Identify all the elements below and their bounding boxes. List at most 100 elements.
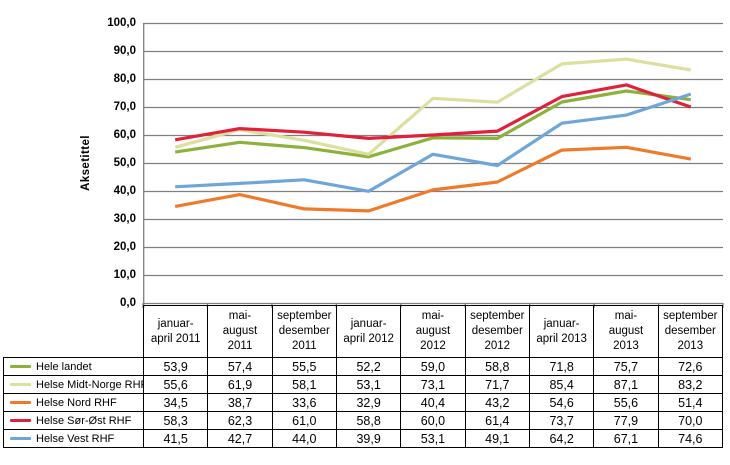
value-cell: 67,1 bbox=[593, 429, 659, 448]
legend-entry: Hele landet bbox=[5, 360, 143, 373]
table-row-hele-landet: Hele landet 53,9 57,4 55,5 52,2 59,0 58,8 71,8 7… bbox=[3, 357, 724, 376]
series-line-hele-landet bbox=[174, 89, 692, 159]
legend-line-marker bbox=[10, 401, 31, 404]
y-axis-tick-label: 100,0 bbox=[107, 17, 136, 29]
value-cell: 34,5 bbox=[142, 393, 209, 412]
value-cell: 44,0 bbox=[271, 429, 337, 448]
value-cell: 87,1 bbox=[593, 375, 659, 394]
value-cell: 83,2 bbox=[657, 375, 724, 394]
legend-entry: Helse Sør-Øst RHF bbox=[5, 414, 143, 427]
column-header-period: september desember 2013 bbox=[657, 305, 724, 358]
column-header-period: januar- april 2012 bbox=[335, 305, 402, 358]
value-cell: 59,0 bbox=[400, 357, 466, 376]
legend-cell: Helse Vest RHF bbox=[3, 429, 144, 448]
y-axis-tick-labels: 100,0 90,0 80,0 70,0 60,0 50,0 40,0 30,0 20,0 10,… bbox=[0, 0, 136, 320]
series-line-helse-vest-rhf bbox=[175, 92, 692, 193]
value-cell: 62,3 bbox=[207, 411, 273, 430]
series-name: Helse Midt-Norge RHF bbox=[36, 378, 144, 391]
value-cell: 55,6 bbox=[593, 393, 659, 412]
line-chart-plot-area bbox=[142, 22, 724, 308]
legend-line-marker bbox=[10, 365, 31, 368]
legend-entry: Helse Vest RHF bbox=[5, 432, 143, 445]
column-header-period: mai- august 2011 bbox=[207, 305, 273, 358]
y-axis-tick-label: 80,0 bbox=[113, 73, 136, 85]
value-cell: 38,7 bbox=[207, 393, 273, 412]
table-row-helse-nord-rhf: Helse Nord RHF 34,5 38,7 33,6 32,9 40,4 43,2 54… bbox=[3, 393, 724, 412]
series-name: Helse Vest RHF bbox=[36, 432, 115, 445]
legend-entry: Helse Midt-Norge RHF bbox=[5, 378, 144, 391]
value-cell: 61,4 bbox=[464, 411, 530, 430]
value-cell: 58,8 bbox=[335, 411, 402, 430]
value-cell: 53,1 bbox=[400, 429, 466, 448]
y-axis-tick-label: 30,0 bbox=[113, 213, 136, 225]
legend-cell: Helse Midt-Norge RHF bbox=[3, 375, 144, 394]
value-cell: 71,8 bbox=[528, 357, 595, 376]
value-cell: 39,9 bbox=[335, 429, 402, 448]
value-cell: 70,0 bbox=[657, 411, 724, 430]
value-cell: 72,6 bbox=[657, 357, 724, 376]
value-cell: 49,1 bbox=[464, 429, 530, 448]
y-axis-tick-label: 10,0 bbox=[113, 269, 136, 281]
series-name: Hele landet bbox=[36, 360, 92, 373]
value-cell: 41,5 bbox=[142, 429, 209, 448]
table-row-helse-vest-rhf: Helse Vest RHF 41,5 42,7 44,0 39,9 53,1 49,1 64… bbox=[3, 429, 724, 448]
value-cell: 53,1 bbox=[335, 375, 402, 394]
value-cell: 58,8 bbox=[464, 357, 530, 376]
value-cell: 85,4 bbox=[528, 375, 595, 394]
value-cell: 55,6 bbox=[142, 375, 209, 394]
value-cell: 60,0 bbox=[400, 411, 466, 430]
column-header-period: september desember 2011 bbox=[271, 305, 337, 358]
series-line-helse-nord-rhf bbox=[174, 145, 692, 213]
value-cell: 52,2 bbox=[335, 357, 402, 376]
legend-line-marker bbox=[10, 419, 31, 422]
y-axis-tick-label: 40,0 bbox=[113, 185, 136, 197]
value-cell: 57,4 bbox=[207, 357, 273, 376]
series-name: Helse Nord RHF bbox=[36, 396, 117, 409]
legend-cell: Hele landet bbox=[3, 357, 144, 376]
value-cell: 61,9 bbox=[207, 375, 273, 394]
column-header-period: januar- april 2013 bbox=[528, 305, 595, 358]
value-cell: 73,1 bbox=[400, 375, 466, 394]
value-cell: 55,5 bbox=[271, 357, 337, 376]
value-cell: 54,6 bbox=[528, 393, 595, 412]
value-cell: 33,6 bbox=[271, 393, 337, 412]
value-cell: 61,0 bbox=[271, 411, 337, 430]
y-axis-tick-label: 0,0 bbox=[120, 297, 136, 309]
y-axis-tick-label: 70,0 bbox=[113, 101, 136, 113]
legend-entry: Helse Nord RHF bbox=[5, 396, 143, 409]
value-cell: 58,3 bbox=[142, 411, 209, 430]
column-header-period: mai- august 2012 bbox=[400, 305, 466, 358]
value-cell: 74,6 bbox=[657, 429, 724, 448]
series-name: Helse Sør-Øst RHF bbox=[36, 414, 132, 427]
value-cell: 42,7 bbox=[207, 429, 273, 448]
legend-cell: Helse Nord RHF bbox=[3, 393, 144, 412]
data-table: januar- april 2011 mai- august 2011 septem… bbox=[3, 305, 724, 448]
value-cell: 73,7 bbox=[528, 411, 595, 430]
table-row-helse-midt-norge-rhf: Helse Midt-Norge RHF 55,6 61,9 58,1 53,1 73,1… bbox=[3, 375, 724, 394]
table-header-row: januar- april 2011 mai- august 2011 septem… bbox=[4, 305, 724, 358]
column-header-period: september desember 2012 bbox=[464, 305, 530, 358]
value-cell: 64,2 bbox=[528, 429, 595, 448]
value-cell: 51,4 bbox=[657, 393, 724, 412]
value-cell: 32,9 bbox=[335, 393, 402, 412]
series-line-helse-midt-norge-rhf bbox=[174, 57, 692, 156]
table-corner-blank bbox=[4, 306, 144, 358]
value-cell: 58,1 bbox=[271, 375, 337, 394]
table-row-helse-s-r-st-rhf: Helse Sør-Øst RHF 58,3 62,3 61,0 58,8 60,0 61,… bbox=[3, 411, 724, 430]
value-cell: 43,2 bbox=[464, 393, 530, 412]
column-header-period: mai- august 2013 bbox=[593, 305, 659, 358]
value-cell: 71,7 bbox=[464, 375, 530, 394]
y-axis-tick-label: 20,0 bbox=[113, 241, 136, 253]
y-axis-tick-label: 60,0 bbox=[113, 129, 136, 141]
legend-line-marker bbox=[10, 383, 31, 386]
legend-cell: Helse Sør-Øst RHF bbox=[3, 411, 144, 430]
legend-line-marker bbox=[10, 437, 31, 440]
series-line-helse-s-r-st-rhf bbox=[174, 83, 692, 142]
value-cell: 77,9 bbox=[593, 411, 659, 430]
column-header-period: januar- april 2011 bbox=[142, 305, 209, 358]
value-cell: 75,7 bbox=[593, 357, 659, 376]
y-axis-tick-label: 90,0 bbox=[113, 45, 136, 57]
value-cell: 40,4 bbox=[400, 393, 466, 412]
value-cell: 53,9 bbox=[142, 357, 209, 376]
